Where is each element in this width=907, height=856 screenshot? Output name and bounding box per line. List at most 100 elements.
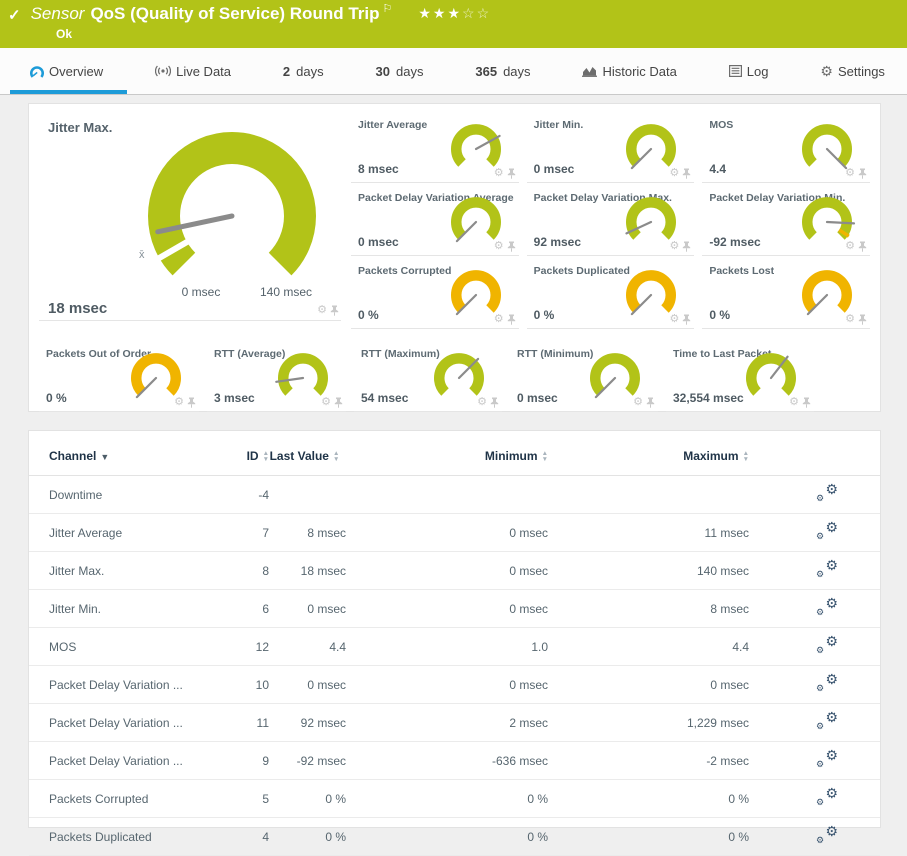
channel-name[interactable]: Downtime [29, 476, 219, 514]
channel-settings-gears-icon[interactable]: ⚙⚙ [816, 484, 838, 502]
gear-icon[interactable]: ⚙ [789, 397, 799, 408]
gauge-value: 0 % [46, 391, 67, 405]
tab-30-days[interactable]: 30days [374, 48, 426, 94]
gauge-tile-rtt-average: RTT (Average)3 msec⚙ [207, 342, 346, 412]
star-empty[interactable]: ☆☆ [462, 5, 491, 21]
gear-icon[interactable]: ⚙ [494, 241, 504, 252]
channel-name[interactable]: Packets Duplicated [29, 818, 219, 856]
gear-icon[interactable]: ⚙ [845, 314, 855, 325]
channel-name[interactable]: Packet Delay Variation ... [29, 742, 219, 780]
pin-icon[interactable] [858, 168, 867, 179]
sensor-kind-label: Sensor [31, 4, 85, 24]
priority-flag-icon[interactable]: ⚐ [383, 2, 393, 15]
channel-minimum [374, 476, 574, 514]
gear-icon[interactable]: ⚙ [669, 314, 679, 325]
gauge-value: 0 % [709, 308, 730, 322]
channel-last-value: 8 msec [269, 514, 374, 552]
pin-icon[interactable] [490, 397, 499, 408]
pin-icon[interactable] [858, 314, 867, 325]
table-row-downtime: Downtime-4⚙⚙ [29, 476, 880, 514]
channel-name[interactable]: Jitter Max. [29, 552, 219, 590]
gear-icon[interactable]: ⚙ [317, 305, 327, 316]
tab-365-days[interactable]: 365days [473, 48, 532, 94]
tab-overview[interactable]: Overview [28, 48, 105, 94]
gear-icon[interactable]: ⚙ [321, 397, 331, 408]
gear-icon[interactable]: ⚙ [669, 168, 679, 179]
channels-panel: Channel▼ID▲▼Last Value▲▼Minimum▲▼Maximum… [28, 430, 881, 828]
channel-name[interactable]: Packet Delay Variation ... [29, 666, 219, 704]
column-header-id[interactable]: ID▲▼ [219, 431, 269, 476]
gauge-tile-packet-delay-variation-average: Packet Delay Variation Average0 msec⚙ [351, 186, 519, 256]
tab-settings[interactable]: ⚙Settings [818, 48, 887, 94]
channel-last-value: 0 msec [269, 590, 374, 628]
channel-maximum: 11 msec [574, 514, 774, 552]
channel-minimum: 0 % [374, 818, 574, 856]
channel-settings-gears-icon[interactable]: ⚙⚙ [816, 788, 838, 806]
priority-stars[interactable]: ★★★☆☆ [418, 5, 491, 22]
gear-icon[interactable]: ⚙ [633, 397, 643, 408]
column-header-channel[interactable]: Channel▼ [29, 431, 219, 476]
channel-minimum: 2 msec [374, 704, 574, 742]
channel-settings-gears-icon[interactable]: ⚙⚙ [816, 522, 838, 540]
channel-id: 7 [219, 514, 269, 552]
gear-icon[interactable]: ⚙ [494, 168, 504, 179]
pin-icon[interactable] [682, 241, 691, 252]
pin-icon[interactable] [507, 241, 516, 252]
column-header-last-value[interactable]: Last Value▲▼ [269, 431, 374, 476]
tab-label: Live Data [176, 64, 231, 79]
pin-icon[interactable] [682, 314, 691, 325]
pin-icon[interactable] [682, 168, 691, 179]
channel-settings-gears-icon[interactable]: ⚙⚙ [816, 560, 838, 578]
gear-icon[interactable]: ⚙ [845, 168, 855, 179]
channel-settings-gears-icon[interactable]: ⚙⚙ [816, 750, 838, 768]
page-title: QoS (Quality of Service) Round Trip [90, 4, 379, 24]
pin-icon[interactable] [858, 241, 867, 252]
channel-last-value: 4.4 [269, 628, 374, 666]
gauge-tile-packets-out-of-order: Packets Out of Order0 %⚙ [39, 342, 199, 412]
tab-label: Log [747, 64, 769, 79]
channel-settings-gears-icon[interactable]: ⚙⚙ [816, 636, 838, 654]
gear-icon[interactable]: ⚙ [477, 397, 487, 408]
pin-icon[interactable] [507, 168, 516, 179]
status-check-icon: ✓ [8, 6, 21, 24]
channel-name[interactable]: Jitter Min. [29, 590, 219, 628]
column-label: ID [247, 449, 259, 463]
channel-maximum: 0 % [574, 780, 774, 818]
star-filled[interactable]: ★★★ [418, 5, 462, 21]
gear-icon[interactable]: ⚙ [669, 241, 679, 252]
tab-2-days[interactable]: 2days [281, 48, 326, 94]
pin-icon[interactable] [646, 397, 655, 408]
gear-icon[interactable]: ⚙ [174, 397, 184, 408]
channel-name[interactable]: MOS [29, 628, 219, 666]
channel-settings-gears-icon[interactable]: ⚙⚙ [816, 712, 838, 730]
column-label: Last Value [270, 449, 329, 463]
channel-id: 9 [219, 742, 269, 780]
gauge-value: 0 % [534, 308, 555, 322]
gauge-value: 4.4 [709, 162, 726, 176]
pin-icon[interactable] [507, 314, 516, 325]
gauge-value: 3 msec [214, 391, 255, 405]
pin-icon[interactable] [802, 397, 811, 408]
channel-name[interactable]: Jitter Average [29, 514, 219, 552]
gauge-value: 54 msec [361, 391, 408, 405]
column-header-maximum[interactable]: Maximum▲▼ [574, 431, 774, 476]
tab-label: days [503, 64, 530, 79]
channel-name[interactable]: Packets Corrupted [29, 780, 219, 818]
gear-icon[interactable]: ⚙ [845, 241, 855, 252]
channel-settings-gears-icon[interactable]: ⚙⚙ [816, 826, 838, 844]
channel-maximum: 8 msec [574, 590, 774, 628]
gear-icon[interactable]: ⚙ [494, 314, 504, 325]
gauges-panel: Jitter Max. x̄ 0 msec 140 msec 18 msec ⚙… [28, 103, 881, 412]
pin-icon[interactable] [187, 397, 196, 408]
channel-settings-gears-icon[interactable]: ⚙⚙ [816, 598, 838, 616]
column-header-minimum[interactable]: Minimum▲▼ [374, 431, 574, 476]
tab-historic-data[interactable]: Historic Data [580, 48, 678, 94]
channel-settings-gears-icon[interactable]: ⚙⚙ [816, 674, 838, 692]
tab-log[interactable]: Log [727, 48, 771, 94]
column-label: Maximum [683, 449, 738, 463]
channel-name[interactable]: Packet Delay Variation ... [29, 704, 219, 742]
tab-label: Settings [838, 64, 885, 79]
pin-icon[interactable] [330, 305, 339, 316]
tab-live-data[interactable]: Live Data [153, 48, 233, 94]
pin-icon[interactable] [334, 397, 343, 408]
